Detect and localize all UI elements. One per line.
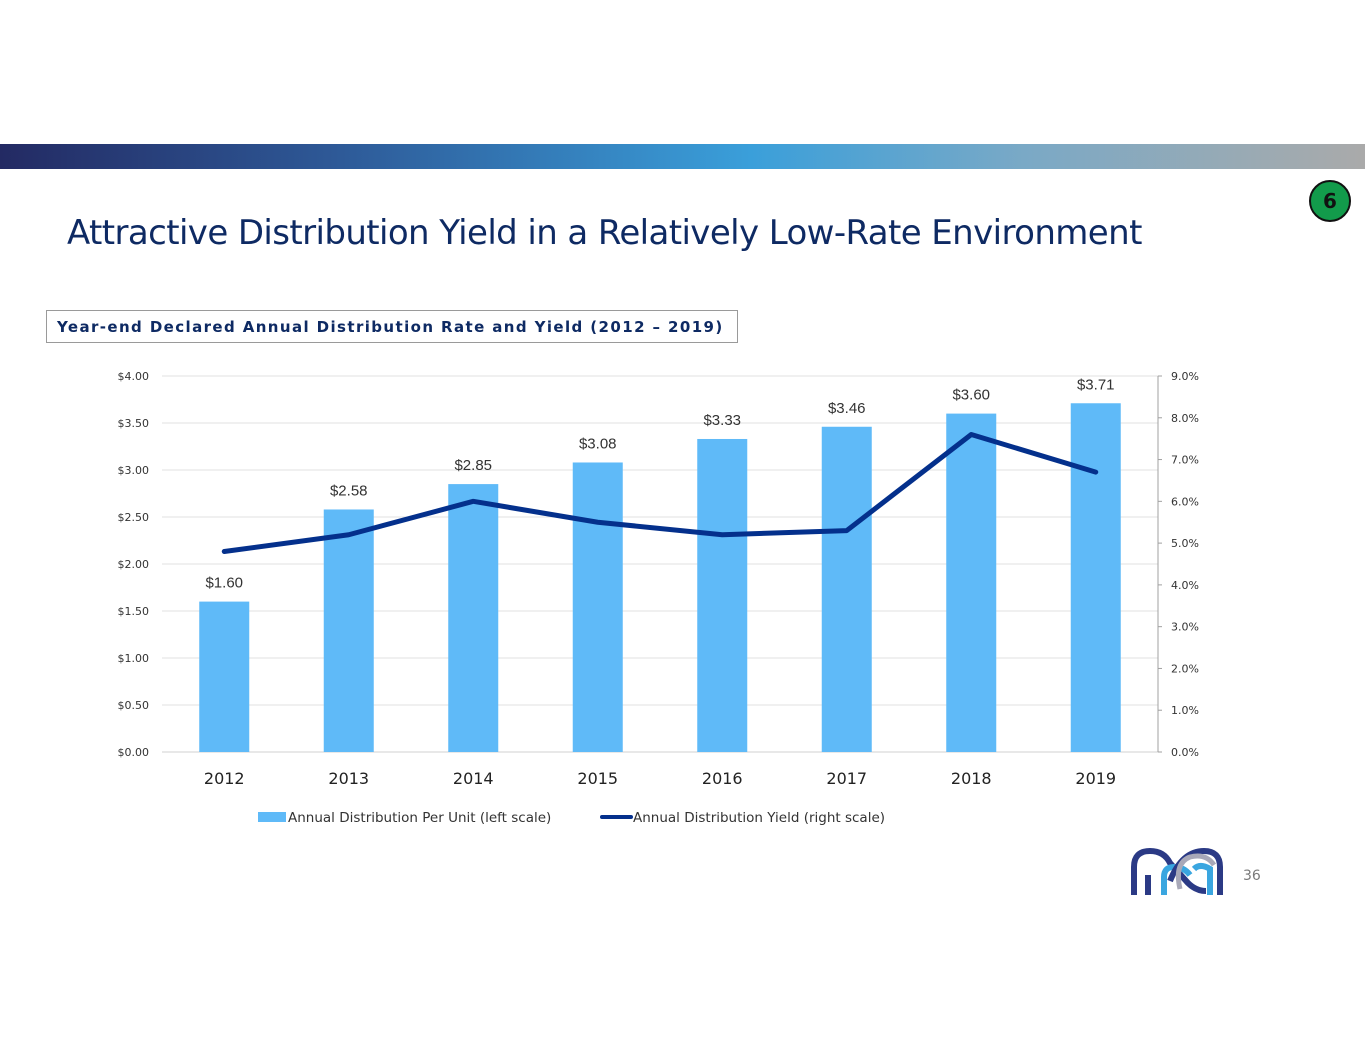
x-axis-tick-label: 2016 <box>702 769 743 788</box>
bar-data-label: $1.60 <box>205 575 243 592</box>
bar-data-label: $2.85 <box>454 457 492 474</box>
right-axis-tick-label: 5.0% <box>1171 537 1199 550</box>
bar-data-labels: $1.60 $2.58 $2.85 $3.08 $3.33 $3.46 $3.60 $3.71 <box>205 376 1114 591</box>
right-axis-tick-label: 7.0% <box>1171 454 1199 467</box>
right-axis-tick-label: 0.0% <box>1171 746 1199 759</box>
company-logo-icon <box>1130 845 1225 902</box>
right-axis-tick-label: 8.0% <box>1171 412 1199 425</box>
left-axis-tick-label: $2.50 <box>118 511 150 524</box>
x-axis-tick-label: 2018 <box>951 769 992 788</box>
bar-data-label: $2.58 <box>330 482 368 499</box>
bar-2016 <box>697 438 748 752</box>
bar-2015 <box>572 462 623 752</box>
gridlines <box>162 375 1158 753</box>
x-axis-tick-label: 2015 <box>577 769 618 788</box>
legend-bar-swatch <box>258 812 286 822</box>
right-axis: 0.0% 1.0% 2.0% 3.0% 4.0% 5.0% 6.0% 7.0% 8.0% 9.0% <box>1157 370 1199 759</box>
x-axis-tick-label: 2012 <box>204 769 245 788</box>
bar-2017 <box>821 426 872 752</box>
bar-2013 <box>323 509 374 752</box>
left-axis: $0.00 $0.50 $1.00 $1.50 $2.00 $2.50 $3.00 $3.50… <box>118 370 150 759</box>
left-axis-tick-label: $3.00 <box>118 464 150 477</box>
left-axis-tick-label: $1.00 <box>118 652 150 665</box>
section-number-badge: 6 <box>1309 180 1351 222</box>
left-axis-tick-label: $0.50 <box>118 699 150 712</box>
x-axis: 2012 2013 2014 2015 2016 2017 2018 2019 <box>204 769 1116 788</box>
bar-data-label: $3.33 <box>703 412 741 429</box>
left-axis-tick-label: $0.00 <box>118 746 150 759</box>
bar-2018 <box>946 413 997 752</box>
page-title: Attractive Distribution Yield in a Relat… <box>67 213 1142 253</box>
yield-line-series <box>221 431 1099 554</box>
yield-line <box>221 431 1099 554</box>
x-axis-tick-label: 2017 <box>826 769 867 788</box>
left-axis-tick-label: $3.50 <box>118 417 150 430</box>
right-axis-tick-label: 1.0% <box>1171 704 1199 717</box>
x-axis-tick-label: 2014 <box>453 769 494 788</box>
right-axis-tick-label: 3.0% <box>1171 621 1199 634</box>
bar-2014 <box>448 484 499 752</box>
right-axis-tick-label: 6.0% <box>1171 495 1199 508</box>
legend-line-label: Annual Distribution Yield (right scale) <box>633 810 885 826</box>
bar-data-label: $3.08 <box>579 435 617 452</box>
bar-data-label: $3.46 <box>828 400 866 417</box>
chart-title: Year-end Declared Annual Distribution Ra… <box>46 310 738 343</box>
page-number: 36 <box>1243 868 1261 884</box>
legend: Annual Distribution Per Unit (left scale… <box>258 810 885 826</box>
right-axis-tick-label: 4.0% <box>1171 579 1199 592</box>
right-axis-tick-label: 9.0% <box>1171 370 1199 383</box>
header-gradient-banner <box>0 144 1365 169</box>
legend-bar-label: Annual Distribution Per Unit (left scale… <box>288 810 551 826</box>
x-axis-tick-label: 2019 <box>1075 769 1116 788</box>
x-axis-tick-label: 2013 <box>328 769 369 788</box>
left-axis-tick-label: $4.00 <box>118 370 150 383</box>
bar-data-label: $3.71 <box>1077 376 1115 393</box>
bar-data-label: $3.60 <box>952 387 990 404</box>
bar-2012 <box>199 601 250 752</box>
bar-2019 <box>1070 403 1121 752</box>
right-axis-tick-label: 2.0% <box>1171 662 1199 675</box>
bar-series <box>199 403 1121 752</box>
left-axis-tick-label: $1.50 <box>118 605 150 618</box>
left-axis-tick-label: $2.00 <box>118 558 150 571</box>
